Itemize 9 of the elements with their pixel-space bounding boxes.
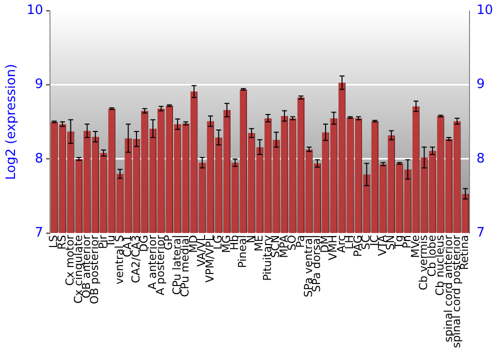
y-tick-label: 10	[26, 3, 44, 18]
y2-tick-label: 10	[476, 3, 494, 18]
y2-tick-label: 7	[476, 225, 485, 240]
y-tick-label: 8	[34, 151, 44, 166]
y2-tick-label: 9	[476, 77, 485, 92]
y2-tick-label: 8	[476, 151, 485, 166]
y-tick-label: 7	[34, 225, 44, 240]
y-tick-label: 9	[34, 77, 44, 92]
y-axis-title: Log2 (expression)	[4, 64, 20, 180]
